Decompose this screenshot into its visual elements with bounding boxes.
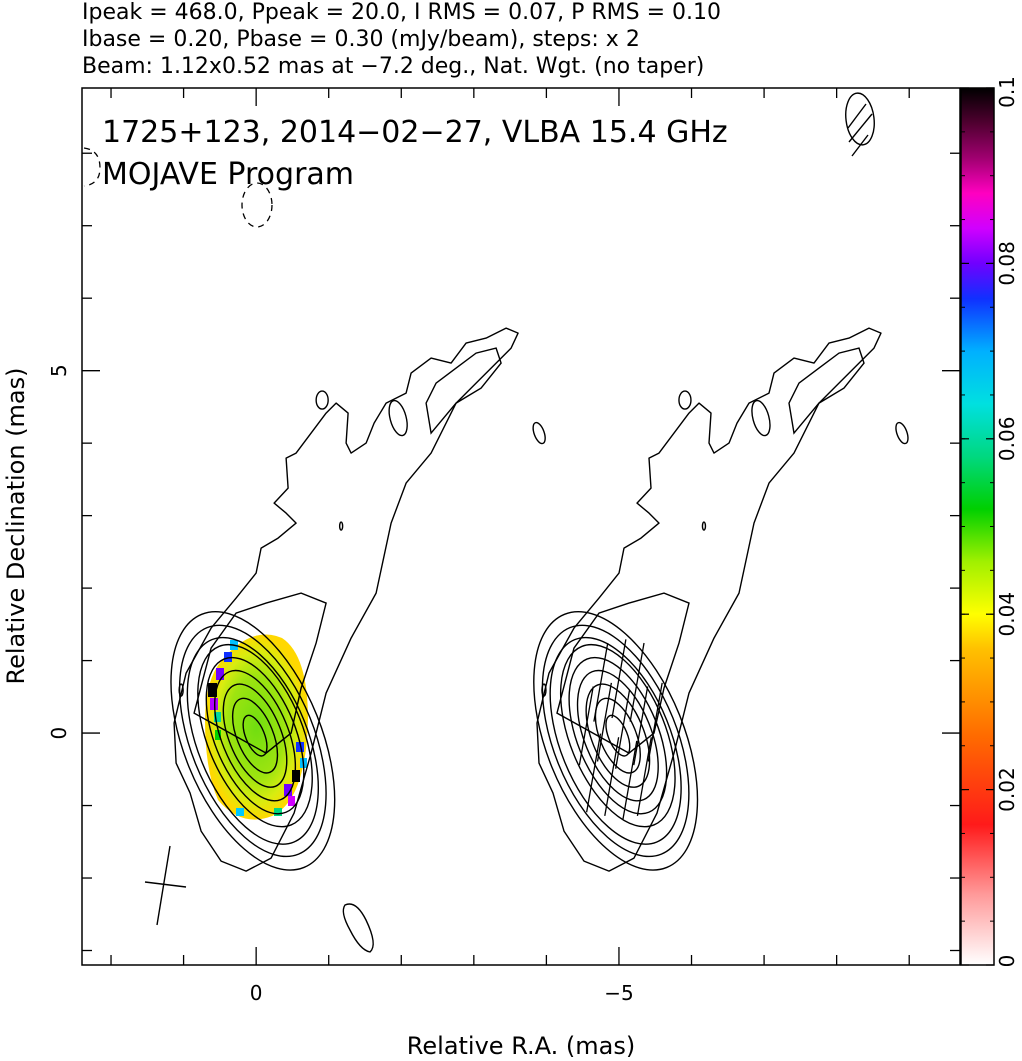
contour-ring [222,683,288,788]
contour-island [895,421,909,445]
colorbar-tick-label: 0.08 [995,241,1019,286]
jet-inner-contour [788,347,865,435]
contour-ring [170,611,336,871]
contour-ring [585,683,651,788]
evpa-tick [633,686,649,766]
contour-ring [178,624,327,858]
negative-contour-edge [83,147,101,187]
contour-ring [186,636,320,845]
evpa-tick [636,737,652,816]
contour-island [532,421,546,445]
negative-contour [241,182,273,228]
axis-minor-ticks [82,88,960,965]
contour-ring [214,669,297,802]
contour-ring [231,697,279,774]
contour-ring [549,636,682,845]
evpa-vectors [578,639,663,820]
colorbar [960,87,995,966]
jet-inner-contour [425,347,502,435]
evpa-tick [629,642,645,722]
contour-island [541,683,547,697]
jet-mid-contour [556,592,690,754]
chart-title: 1725+123, 2014−02−27, VLBA 15.4 GHz [102,115,728,150]
colorbar-tick-label: 0 [995,955,1019,968]
contour-ring [242,714,268,757]
contour-island [678,390,692,410]
header-line-3: Beam: 1.12x0.52 mas at −7.2 deg., Nat. W… [82,54,704,79]
colorbar-ticks: 0 0.02 0.04 0.06 0.08 0.1 [961,76,1019,967]
contour-island [178,683,184,697]
contour-ring [541,624,690,858]
jet-outer-contour [536,327,882,872]
intensity-contours-right [533,327,909,872]
intensity-contours-left [170,327,546,953]
jet-outer-contour [173,327,519,872]
evpa-tick [604,737,620,816]
header-line-2: Ibase = 0.20, Pbase = 0.30 (mJy/beam), s… [82,27,640,52]
evpa-tick [622,740,638,820]
contour-island [701,521,707,531]
x-axis-label: Relative R.A. (mas) [407,1032,635,1060]
contour-ring [533,611,699,871]
evpa-tick [615,690,631,769]
evpa-tick [578,686,594,766]
evpa-tick [647,682,663,762]
colorbar-tick-label: 0.06 [995,417,1019,462]
contour-island [342,903,374,953]
contour-ring [197,643,313,828]
evpa-tick [593,642,609,722]
chart-subtitle: MOJAVE Program [102,157,354,192]
jet-mid-contour [193,592,327,754]
contour-island [338,521,344,531]
contour-island [751,399,771,437]
contour-ring [568,656,668,815]
y-axis-label: Relative Declination (mas) [2,367,30,684]
colorbar-tick-label: 0.1 [995,76,1019,108]
y-tick-label: 5 [47,364,71,377]
colorbar-tick-label: 0.04 [995,592,1019,637]
core-cross-marker [144,845,187,926]
evpa-tick [585,733,602,813]
contour-ring [559,643,676,828]
contour-island [388,399,408,437]
x-tick-label: 0 [250,981,263,1005]
x-tick-label: −5 [604,981,633,1005]
header-line-1: Ipeak = 468.0, Ppeak = 20.0, I RMS = 0.0… [82,0,721,25]
contour-ring [605,714,631,757]
contour-island [315,390,329,410]
y-tick-label: 0 [47,727,71,740]
evpa-tick [611,639,627,719]
contour-ring [576,669,659,802]
plot-frame [81,87,961,966]
beam-ellipse [845,92,875,157]
contour-ring [205,656,305,815]
colorbar-tick-label: 0.02 [995,767,1019,812]
evpa-tick [596,682,613,762]
